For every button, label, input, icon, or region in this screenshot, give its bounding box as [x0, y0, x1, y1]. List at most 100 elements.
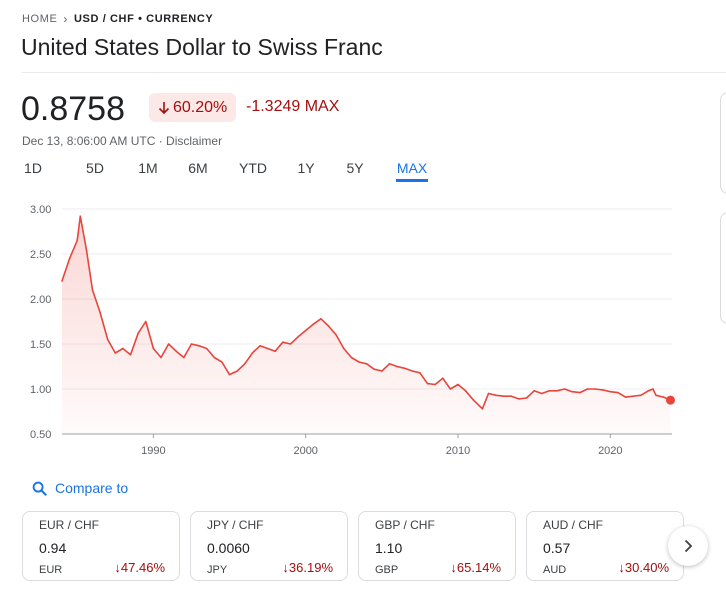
data-point [297, 336, 299, 338]
data-point [350, 356, 353, 359]
x-tick-label: 1990 [141, 445, 165, 457]
currency-card-jpy-chf[interactable]: JPY / CHF 0.0060 JPY ↓36.19% [190, 511, 348, 581]
card-pair: JPY / CHF [207, 518, 264, 532]
card-value: 0.0060 [207, 540, 250, 556]
data-point [381, 370, 383, 372]
y-tick-label: 0.50 [30, 429, 51, 441]
data-point [137, 332, 139, 334]
currency-card-aud-chf[interactable]: AUD / CHF 0.57 AUD ↓30.40% [526, 511, 684, 581]
currency-card-gbp-chf[interactable]: GBP / CHF 1.10 GBP ↓65.14% [358, 511, 516, 581]
tab-5y[interactable]: 5Y [346, 160, 364, 176]
change-absolute: -1.3249 MAX [246, 98, 340, 115]
arrow-down-icon: ↓ [450, 560, 457, 575]
price-timestamp: Dec 13, 8:06:00 AM UTC · Disclaimer [22, 134, 223, 148]
data-point [419, 372, 421, 374]
arrow-down-icon: ↓ [282, 560, 289, 575]
data-point [167, 343, 170, 345]
data-point [259, 345, 261, 347]
compare-to-button[interactable]: Compare to [32, 480, 128, 496]
data-point [533, 390, 535, 392]
card-symbol: GBP [375, 564, 399, 576]
data-point [540, 392, 543, 395]
card-change-value: 65.14% [456, 560, 501, 575]
tab-1m[interactable]: 1M [138, 160, 158, 176]
data-point [655, 394, 657, 397]
data-point [198, 345, 200, 347]
data-point [502, 395, 505, 397]
data-point [586, 388, 589, 390]
data-point [472, 399, 475, 401]
y-tick-label: 1.00 [30, 384, 51, 396]
card-change: ↓30.40% [618, 560, 669, 575]
data-point [518, 398, 520, 400]
data-point [160, 356, 162, 359]
data-point [525, 397, 528, 399]
compare-to-label: Compare to [55, 480, 129, 496]
current-price-marker [665, 395, 675, 405]
y-tick-label: 2.00 [30, 294, 51, 306]
data-point [434, 383, 436, 386]
card-value: 0.94 [39, 540, 67, 556]
tab-1y[interactable]: 1Y [297, 160, 315, 176]
data-point [106, 338, 109, 341]
tab-ytd[interactable]: YTD [239, 160, 267, 176]
data-point [396, 365, 398, 368]
data-point [122, 347, 124, 350]
data-point [403, 367, 406, 370]
change-percent-value: 60.20% [173, 98, 228, 116]
data-point [579, 391, 581, 394]
card-change: ↓65.14% [450, 560, 501, 575]
data-point [68, 257, 71, 260]
next-cards-button[interactable] [668, 526, 708, 566]
card-symbol: JPY [207, 564, 228, 576]
tab-6m[interactable]: 6M [188, 160, 208, 176]
card-change: ↓36.19% [282, 560, 333, 575]
data-point [601, 389, 604, 391]
data-point [426, 382, 429, 385]
y-tick-label: 2.50 [30, 249, 51, 261]
side-card[interactable] [720, 212, 726, 324]
data-point [312, 323, 315, 325]
card-pair: EUR / CHF [39, 518, 99, 532]
data-point [662, 396, 665, 398]
side-card[interactable] [720, 92, 726, 194]
page-title: United States Dollar to Swiss Franc [21, 34, 383, 60]
data-point [289, 343, 292, 345]
data-point [205, 347, 208, 350]
search-icon [32, 481, 47, 496]
data-point [365, 363, 368, 365]
card-symbol: EUR [39, 564, 63, 576]
breadcrumb-home-link[interactable]: HOME [22, 13, 58, 25]
data-point [320, 318, 322, 320]
breadcrumb: HOME › USD / CHF • CURRENCY [22, 12, 213, 26]
data-point [464, 390, 467, 392]
data-point [632, 395, 634, 397]
data-point [335, 334, 337, 336]
card-change-value: 36.19% [288, 560, 333, 575]
data-point [175, 350, 178, 352]
data-point [563, 388, 566, 390]
data-point [213, 356, 216, 359]
data-point [114, 352, 117, 354]
data-point [510, 395, 513, 397]
tab-1d[interactable]: 1D [24, 160, 42, 176]
tab-5d[interactable]: 5D [86, 160, 104, 176]
range-tabs: 1D 5D 1M 6M YTD 1Y 5Y MAX [22, 158, 428, 182]
title-divider [22, 72, 726, 73]
chevron-right-icon [684, 539, 693, 553]
data-point [79, 215, 82, 217]
arrow-down-icon: ↓ [618, 560, 625, 575]
data-point [495, 394, 497, 397]
y-tick-label: 1.50 [30, 339, 51, 351]
card-change-value: 30.40% [624, 560, 669, 575]
data-point [183, 356, 185, 359]
data-point [571, 390, 574, 393]
chevron-right-icon: › [63, 12, 69, 26]
y-tick-label: 3.00 [30, 204, 51, 216]
price-chart[interactable]: 3.00 2.50 2.00 1.50 1.00 0.50 1990 2000 2010 202… [0, 196, 690, 466]
x-tick-label: 2000 [293, 445, 317, 457]
data-point [624, 396, 627, 398]
data-point [556, 390, 558, 392]
tab-max[interactable]: MAX [396, 158, 428, 182]
currency-card-eur-chf[interactable]: EUR / CHF 0.94 EUR ↓47.46% [22, 511, 180, 581]
